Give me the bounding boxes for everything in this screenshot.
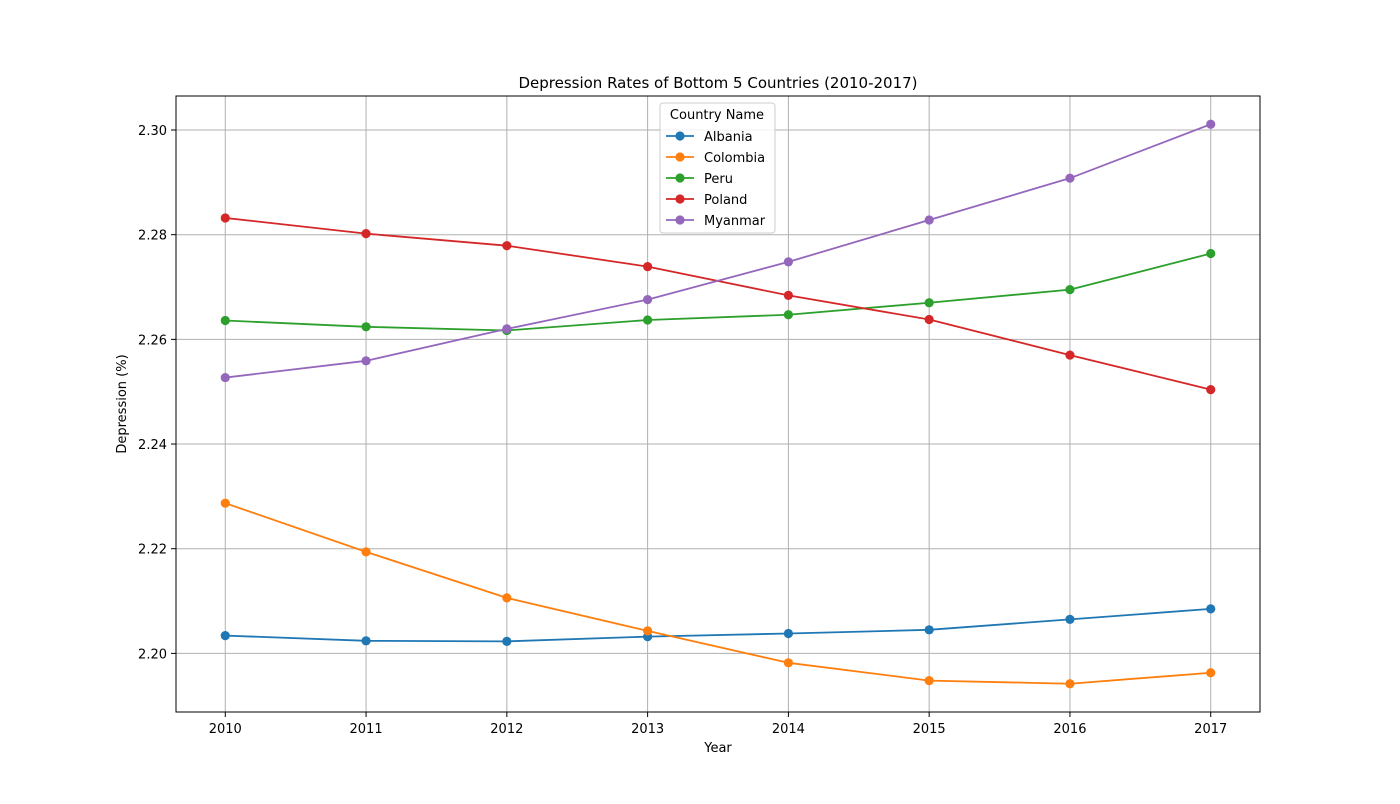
data-point [1065,285,1075,295]
x-tick-label: 2017 [1194,722,1227,737]
data-point [643,262,653,272]
legend: Country Name Albania Colombia Peru Poland My… [659,102,776,234]
data-point [220,630,230,641]
legend-label: Myanmar [704,214,766,229]
data-point [502,241,512,251]
data-point [924,314,934,325]
y-tick-label: 2.26 [138,333,167,348]
legend-title: Country Name [670,108,764,123]
legend-marker [675,215,685,225]
x-tick-label: 2012 [490,722,523,737]
data-point [783,310,793,320]
legend-label: Albania [704,130,753,145]
legend-label: Colombia [704,151,765,166]
legend-marker [675,131,685,141]
series-line [225,252,1211,332]
x-tick-label: 2016 [1053,722,1086,737]
data-point [220,213,230,223]
y-tick-label: 2.28 [138,229,167,244]
legend-item-myanmar: Myanmar [666,214,766,229]
data-point [1206,604,1216,614]
data-point [783,290,793,301]
y-axis: 2.20 2.22 2.24 2.26 2.28 2.30 [138,124,176,662]
series-colombia [220,498,1216,689]
data-point [783,658,793,668]
x-axis: 2010 2011 2012 2013 2014 2015 2016 2017 [209,712,1227,737]
series-poland [220,213,1216,395]
data-point [783,257,793,267]
data-point [361,547,371,557]
data-point [502,324,512,334]
legend-items: Albania Colombia Peru Poland Myanmar [666,130,766,229]
legend-item-colombia: Colombia [666,151,765,166]
data-point [361,322,371,332]
data-point [924,625,934,635]
data-point [783,628,793,639]
data-point [361,636,371,646]
legend-label: Peru [704,172,733,187]
data-point [502,593,512,603]
series-line [225,607,1211,643]
data-point [924,298,934,308]
data-point [1065,614,1075,624]
data-point [924,215,934,225]
series-line [225,123,1212,379]
plot-frame [175,95,1261,713]
data-point [1206,385,1216,395]
data-point [924,675,934,686]
legend-item-poland: Poland [666,193,747,208]
series-peru [220,248,1216,336]
legend-item-peru: Peru [666,172,733,187]
x-axis-label: Year [703,741,732,756]
x-tick-label: 2010 [209,722,242,737]
x-tick-label: 2014 [772,722,805,737]
data-point [643,315,653,325]
legend-item-albania: Albania [666,130,753,145]
y-tick-label: 2.20 [138,647,167,662]
data-point [1065,350,1075,360]
data-point [1065,173,1075,183]
series-line [224,502,1211,685]
x-tick-label: 2015 [913,722,946,737]
x-tick-label: 2011 [350,722,383,737]
series-layer [220,119,1216,689]
data-point [1065,679,1075,689]
data-point [643,626,653,636]
y-tick-label: 2.30 [138,124,167,139]
y-axis-label: Depression (%) [115,354,130,453]
data-point [361,229,371,239]
legend-marker [675,194,685,204]
data-point [1206,248,1216,259]
data-point [1206,119,1216,129]
data-point [220,315,230,326]
series-myanmar [220,119,1216,383]
data-point [643,294,653,305]
y-tick-label: 2.24 [138,438,167,453]
legend-label: Poland [704,193,747,208]
legend-marker [675,152,685,162]
x-tick-label: 2013 [631,722,664,737]
data-point [502,636,512,646]
data-point [361,356,371,366]
series-line [225,217,1211,391]
data-point [220,498,230,508]
chart-title: Depression Rates of Bottom 5 Countries (… [518,74,917,92]
legend-marker [675,173,685,183]
data-point [1206,668,1216,678]
series-albania [220,604,1216,646]
y-tick-label: 2.22 [138,543,167,558]
data-point [220,372,230,383]
